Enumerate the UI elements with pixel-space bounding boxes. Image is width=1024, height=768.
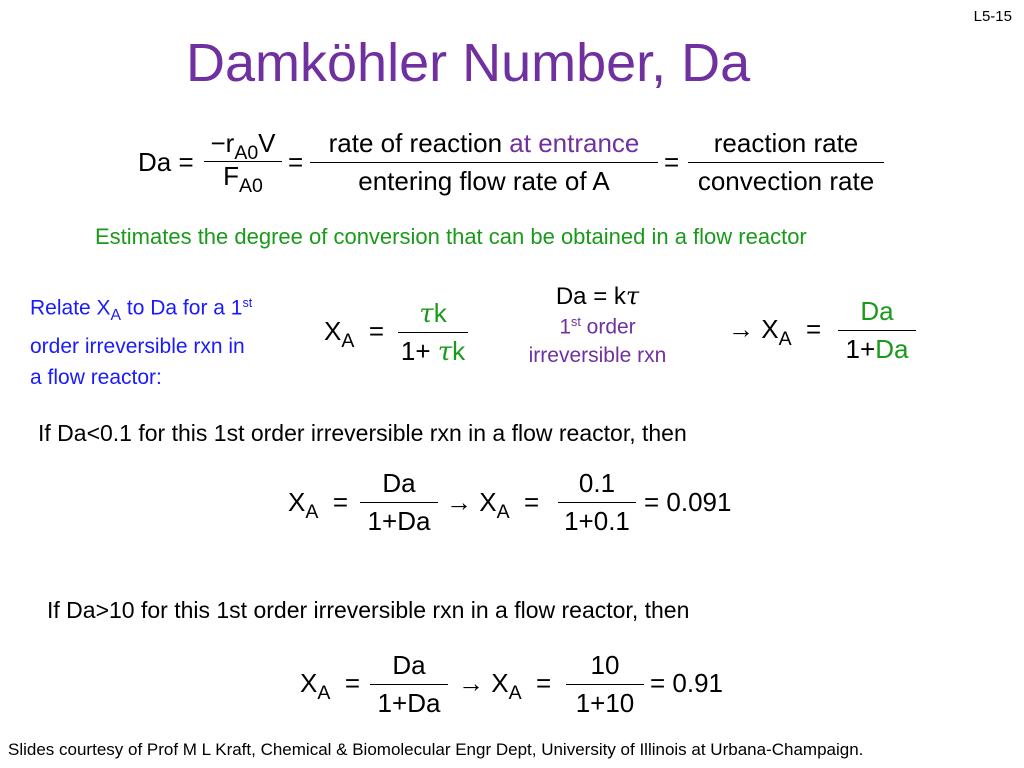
t: st: [571, 315, 581, 329]
num: Da: [860, 296, 894, 326]
at-entrance: at entrance: [509, 128, 640, 158]
fraction-ra0v-fa0: −rA0V FA0: [204, 128, 282, 198]
equals: =: [288, 147, 304, 177]
den: 1+0.1: [564, 506, 630, 536]
arrow-x: → X: [728, 314, 779, 344]
t: 1: [559, 315, 572, 339]
equals: =: [332, 487, 348, 517]
sub: A: [508, 681, 522, 704]
note-text: Estimates the degree of conversion that …: [95, 224, 807, 249]
k: k: [452, 336, 466, 366]
equals: =: [344, 668, 360, 698]
tau: τ: [419, 299, 434, 329]
num: reaction rate: [713, 128, 859, 158]
sub: A: [305, 500, 319, 523]
num: Da: [382, 468, 416, 498]
equals: =: [806, 314, 822, 344]
fraction: 0.1 1+0.1: [558, 468, 636, 537]
case2-text: If Da>10 for this 1st order irreversible…: [47, 597, 690, 623]
t: A: [110, 307, 122, 325]
fraction-reaction-convection: reaction rate convection rate: [688, 128, 884, 197]
equals: =: [524, 487, 540, 517]
t: order irreversible rxn in: [30, 335, 245, 359]
slide-number: L5-15: [973, 8, 1012, 25]
sub: A: [496, 500, 510, 523]
one-plus: 1+: [845, 334, 876, 364]
num: 0.1: [578, 468, 616, 498]
den: F: [223, 160, 240, 191]
k: k: [433, 298, 447, 328]
t: st: [242, 296, 253, 310]
fraction: Da 1+Da: [838, 296, 916, 365]
den: convection rate: [697, 166, 875, 196]
den: entering flow rate of A: [358, 166, 610, 196]
fraction: Da 1+Da: [360, 468, 438, 537]
num: 10: [590, 650, 620, 680]
fraction: Da 1+Da: [370, 650, 448, 719]
one-plus: 1+: [400, 336, 438, 366]
sub: A: [317, 681, 331, 704]
t: a flow reactor:: [30, 366, 162, 390]
x: X: [288, 487, 306, 517]
equals: =: [664, 147, 680, 177]
num: −r: [210, 128, 235, 158]
sub: A0: [234, 141, 259, 164]
den-sub: A0: [239, 174, 263, 197]
irreversible-label: irreversible rxn: [528, 343, 667, 367]
sub: A: [341, 329, 355, 352]
equals: =: [178, 147, 194, 177]
fraction: 10 1+10: [566, 650, 644, 719]
tau: τ: [625, 282, 640, 310]
t: Relate X: [30, 296, 111, 320]
t: to Da for a 1: [121, 296, 243, 320]
da-ktau-block: Da = kτ 1st order irreversible rxn: [500, 282, 695, 368]
relate-text: Relate XA to Da for a 1st order irrevers…: [30, 288, 252, 393]
footer-credit: Slides courtesy of Prof M L Kraft, Chemi…: [8, 740, 864, 759]
num-v: V: [258, 128, 276, 158]
equals: =: [536, 668, 552, 698]
sub: A: [778, 327, 792, 350]
da-eq: Da = k: [555, 283, 626, 310]
fraction-rate-entering: rate of reaction at entrance entering fl…: [310, 128, 658, 197]
x: X: [300, 668, 318, 698]
t: order: [580, 315, 636, 339]
slide-title: Damköhler Number, Da: [186, 33, 751, 93]
fraction: τk 1+ τk: [398, 298, 468, 367]
arrow-x: → X: [446, 487, 497, 517]
den: 1+Da: [367, 506, 431, 536]
num: rate of reaction: [328, 128, 510, 158]
equals: =: [368, 316, 384, 346]
case1-text: If Da<0.1 for this 1st order irreversibl…: [38, 420, 687, 446]
x: X: [324, 316, 342, 346]
den: 1+Da: [377, 688, 441, 718]
tau: τ: [437, 337, 453, 367]
result: = 0.91: [650, 668, 724, 698]
den: 1+10: [575, 688, 635, 718]
da-label: Da: [138, 147, 172, 177]
arrow-x: → X: [458, 668, 509, 698]
result: = 0.091: [644, 487, 732, 517]
da: Da: [875, 334, 909, 364]
num: Da: [392, 650, 426, 680]
